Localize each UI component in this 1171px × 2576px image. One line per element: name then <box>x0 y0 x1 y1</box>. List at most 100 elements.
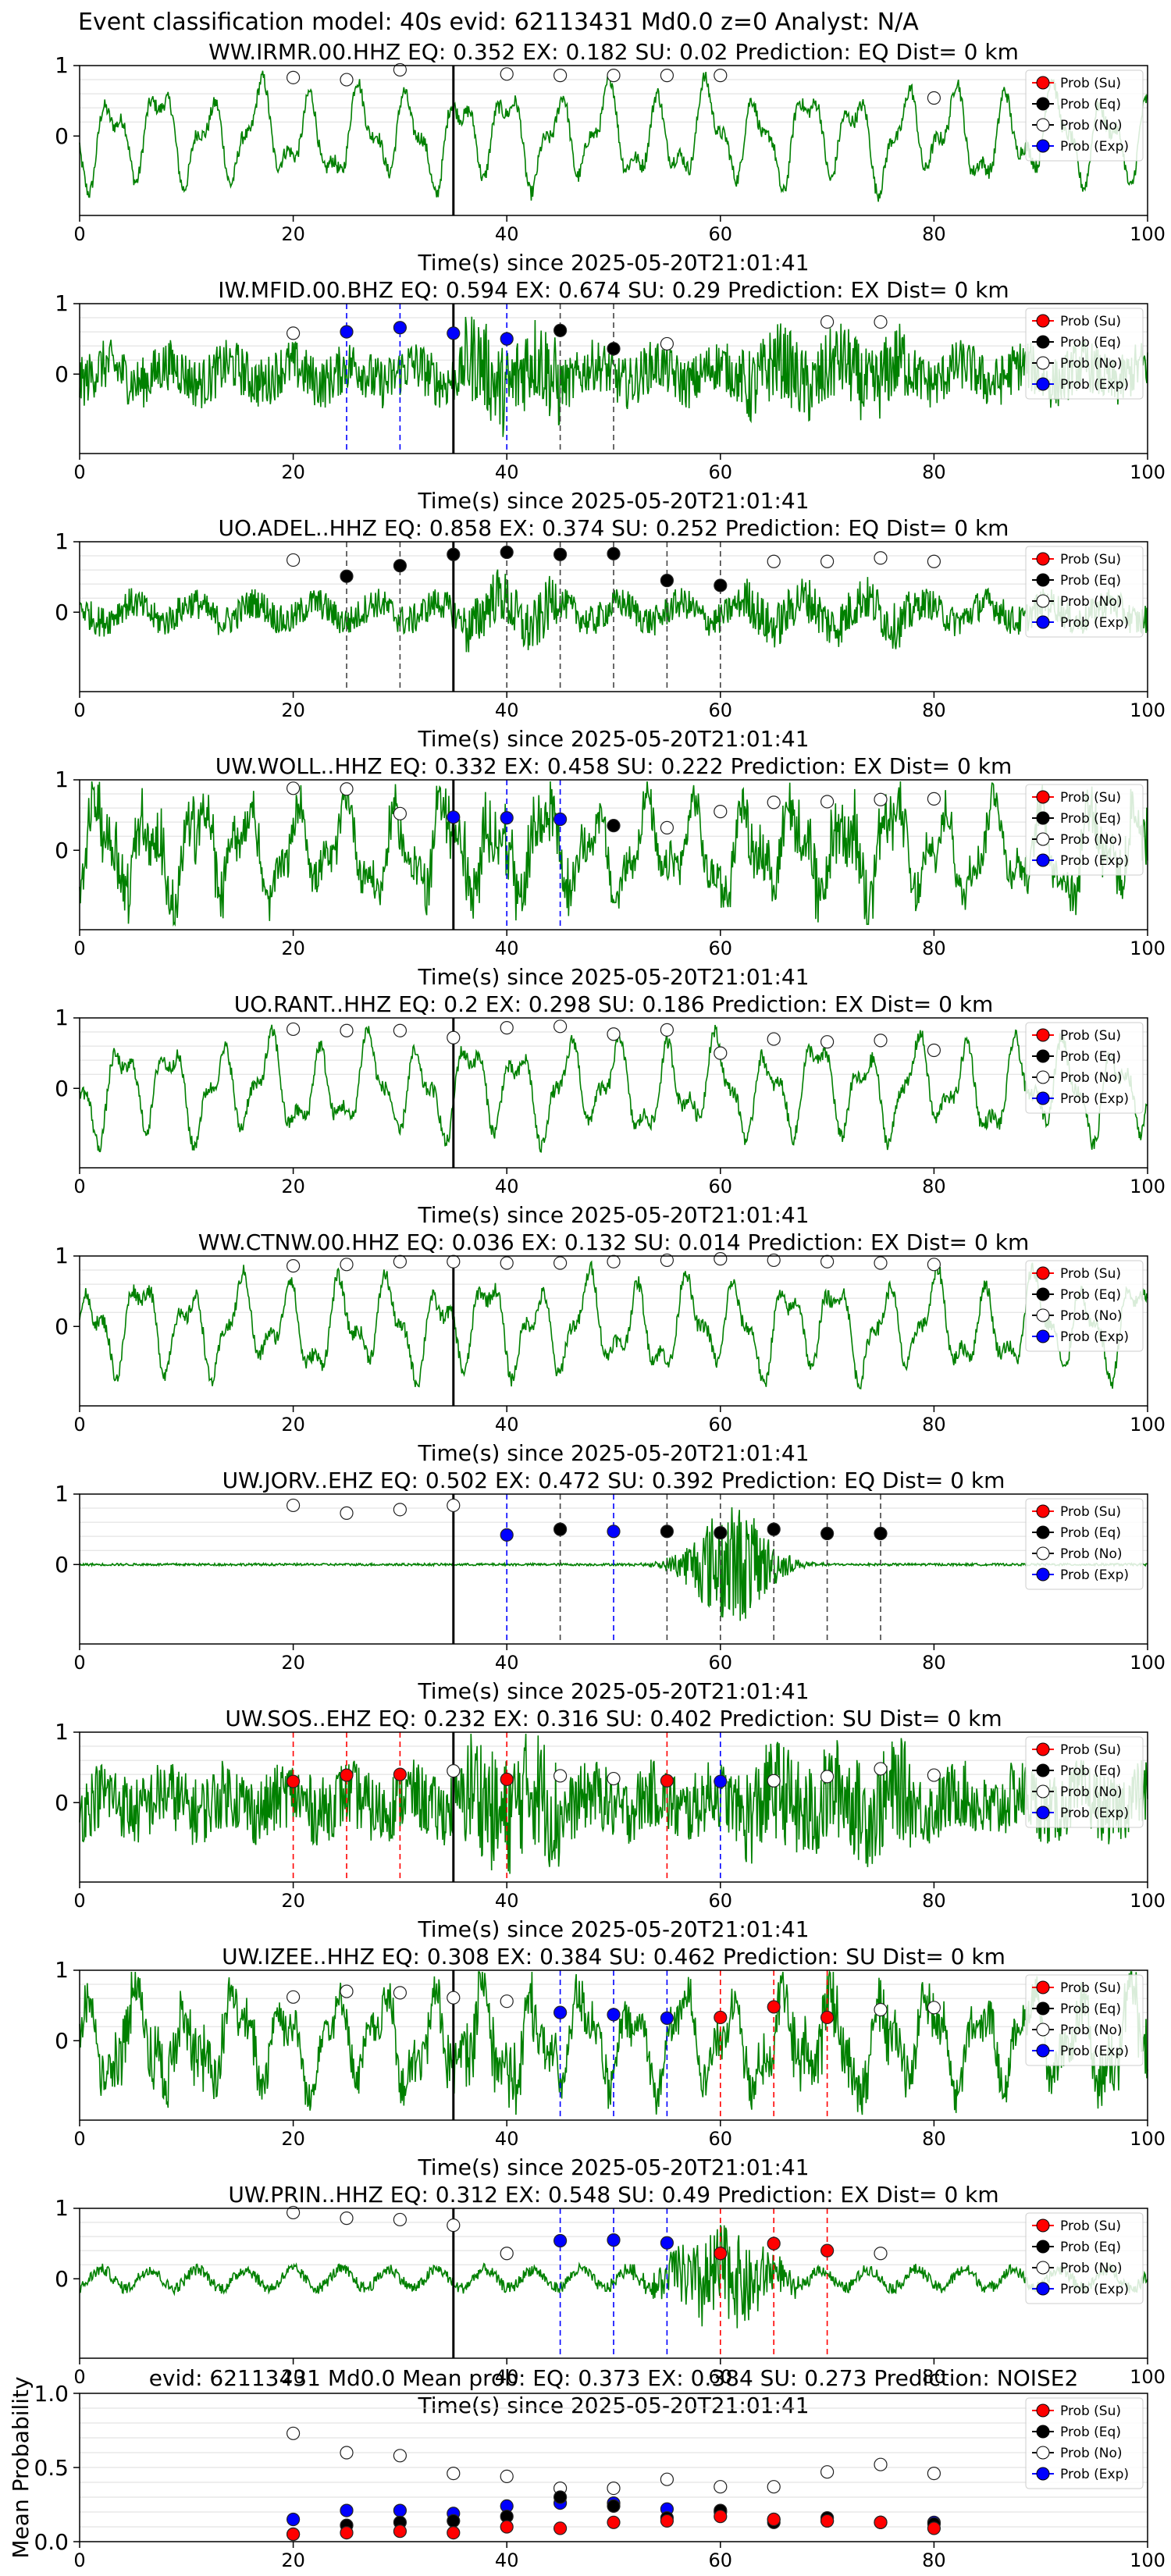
mean-prob-marker <box>660 2472 674 2486</box>
prob-marker-no <box>393 1254 408 1268</box>
mean-prob-marker <box>447 2514 461 2528</box>
prob-marker-exp <box>607 1525 621 1539</box>
y-tick-label: 1 <box>55 1005 69 1030</box>
legend-label: Prob (Eq) <box>1060 1049 1121 1065</box>
legend-label: Prob (Exp) <box>1060 2282 1129 2297</box>
y-tick-label: 0 <box>55 2028 69 2054</box>
mean-prob-marker <box>927 2467 941 2481</box>
legend-label: Prob (No) <box>1060 1546 1123 1562</box>
prob-marker-eq <box>500 545 514 560</box>
plot-frame <box>79 65 1148 216</box>
legend-marker <box>1036 2023 1050 2037</box>
legend-marker <box>1036 2001 1050 2016</box>
x-tick-label: 0 <box>73 461 85 483</box>
x-tick-label: 100 <box>1130 1176 1166 1197</box>
x-tick-label: 80 <box>922 1890 946 1912</box>
x-tick-label: 100 <box>1130 1652 1166 1674</box>
x-tick-label: 60 <box>709 461 733 483</box>
waveform-trace <box>79 1024 1148 1153</box>
legend-label: Prob (Eq) <box>1060 2425 1121 2440</box>
legend-marker <box>1036 1287 1050 1301</box>
plot-frame <box>79 1969 1148 2121</box>
legend-marker <box>1036 1049 1050 1063</box>
panel-title: UW.SOS..EHZ EQ: 0.232 EX: 0.316 SU: 0.40… <box>225 1706 1002 1731</box>
legend-marker <box>1036 1763 1050 1777</box>
prob-marker-no <box>500 1994 514 2008</box>
legend-marker <box>1036 1784 1050 1799</box>
x-tick-label: 40 <box>495 1414 519 1436</box>
legend-marker <box>1036 615 1050 629</box>
legend-label: Prob (Eq) <box>1060 1763 1121 1779</box>
y-tick-label: 1 <box>55 1957 69 1983</box>
legend-label: Prob (No) <box>1060 594 1123 610</box>
prob-marker-exp <box>500 1528 514 1542</box>
prob-marker-exp <box>553 2005 568 2019</box>
legend-box <box>1025 2397 1144 2489</box>
prob-marker-no <box>500 1021 514 1035</box>
prob-marker-no <box>660 69 674 83</box>
prob-marker-no <box>393 806 408 820</box>
x-tick-label: 0 <box>73 1890 85 1912</box>
prob-marker-su <box>820 2243 835 2258</box>
legend-label: Prob (Su) <box>1060 1028 1121 1044</box>
x-tick-label: 40 <box>495 2549 519 2571</box>
panel-title: UW.IZEE..HHZ EQ: 0.308 EX: 0.384 SU: 0.4… <box>222 1944 1005 1969</box>
figure-title: Event classification model: 40s evid: 62… <box>78 9 919 36</box>
prob-marker-no <box>340 1984 354 1998</box>
prob-marker-no <box>340 73 354 87</box>
prob-marker-no <box>927 1043 941 1058</box>
x-tick-label: 80 <box>922 1652 946 1674</box>
prob-marker-su <box>767 2000 781 2014</box>
legend-marker <box>1036 1546 1050 1560</box>
prob-marker-no <box>874 1034 888 1048</box>
legend-box <box>1025 1498 1144 1590</box>
x-tick-label: 20 <box>281 223 305 245</box>
x-axis-label: Time(s) since 2025-05-20T21:01:41 <box>417 964 809 990</box>
mean-prob-marker <box>500 2469 514 2483</box>
waveform-trace <box>79 1733 1148 1874</box>
x-tick-label: 40 <box>495 2128 519 2150</box>
x-tick-label: 60 <box>709 2549 733 2571</box>
prob-marker-no <box>393 1503 408 1517</box>
legend-marker <box>1036 853 1050 867</box>
legend-label: Prob (No) <box>1060 1308 1123 1324</box>
prob-marker-no <box>927 2001 941 2015</box>
legend-label: Prob (Exp) <box>1060 139 1129 155</box>
mean-prob-marker <box>607 2499 621 2513</box>
panel-title: UO.RANT..HHZ EQ: 0.2 EX: 0.298 SU: 0.186… <box>234 991 994 1017</box>
panel-8: UW.SOS..EHZ EQ: 0.232 EX: 0.316 SU: 0.40… <box>55 1706 1166 1942</box>
legend-label: Prob (Exp) <box>1060 853 1129 869</box>
mean-prob-marker <box>607 2482 621 2496</box>
panel-7: UW.JORV..EHZ EQ: 0.502 EX: 0.472 SU: 0.3… <box>55 1468 1166 1704</box>
prob-marker-no <box>287 553 301 568</box>
y-tick-label: 1 <box>55 1719 69 1745</box>
x-tick-label: 100 <box>1130 461 1166 483</box>
x-tick-label: 80 <box>922 223 946 245</box>
prob-marker-no <box>874 551 888 565</box>
legend-label: Prob (No) <box>1060 2023 1123 2038</box>
prob-marker-no <box>340 1023 354 1037</box>
prob-marker-no <box>447 2218 461 2233</box>
mean-prob-marker <box>820 2514 835 2528</box>
x-tick-label: 60 <box>709 2366 733 2388</box>
legend-label: Prob (Exp) <box>1060 1806 1129 1821</box>
prob-marker-no <box>927 1768 941 1782</box>
mean-prob-marker <box>287 2527 301 2542</box>
x-tick-label: 20 <box>281 1652 305 1674</box>
prob-marker-no <box>287 1259 301 1273</box>
prob-marker-no <box>820 1254 835 1268</box>
prob-marker-no <box>820 795 835 809</box>
legend-label: Prob (Exp) <box>1060 1091 1129 1107</box>
prob-marker-su <box>714 2247 728 2261</box>
prob-marker-exp <box>340 325 354 339</box>
y-tick-label: 0 <box>55 838 69 863</box>
legend-label: Prob (Su) <box>1060 1742 1121 1758</box>
legend-label: Prob (Exp) <box>1060 1567 1129 1583</box>
legend-marker <box>1036 2240 1050 2254</box>
x-tick-label: 40 <box>495 699 519 721</box>
legend-label: Prob (Eq) <box>1060 2001 1121 2017</box>
panel-title: UW.WOLL..HHZ EQ: 0.332 EX: 0.458 SU: 0.2… <box>215 753 1013 779</box>
prob-marker-no <box>287 781 301 795</box>
prob-marker-no <box>660 820 674 834</box>
prob-marker-no <box>287 70 301 84</box>
